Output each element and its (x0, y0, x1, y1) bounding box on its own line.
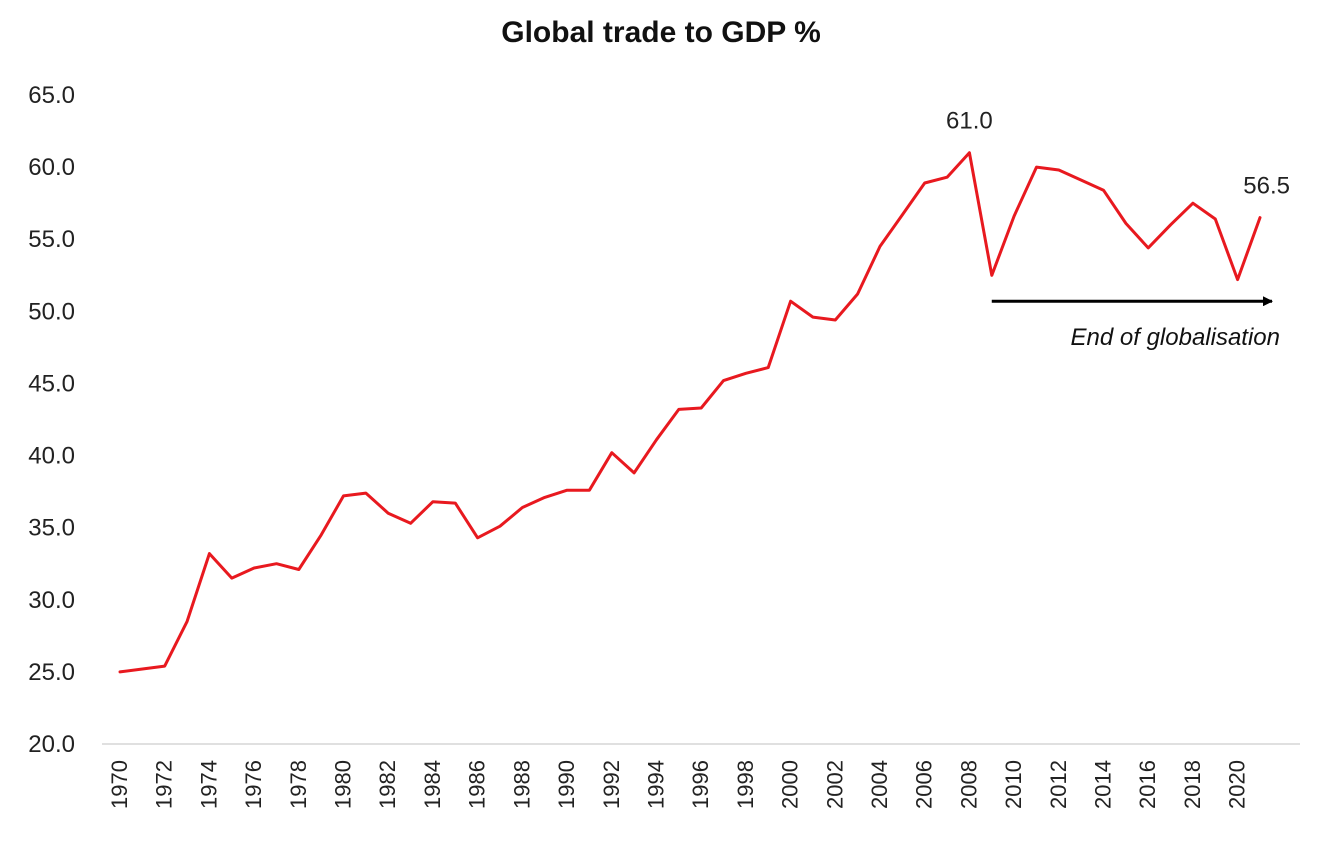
x-tick-label: 1980 (331, 760, 356, 809)
x-tick-label: 2002 (822, 760, 847, 809)
data-labels-layer: 61.0 56.5 (946, 108, 1290, 200)
x-tick-label: 2004 (867, 760, 892, 809)
x-tick-label: 1974 (196, 760, 221, 809)
y-tick-label: 25.0 (28, 659, 75, 686)
y-tick-label: 35.0 (28, 515, 75, 542)
x-tick-label: 1992 (599, 760, 624, 809)
y-tick-label: 20.0 (28, 731, 75, 758)
x-tick-label: 1996 (688, 760, 713, 809)
x-tick-label: 1976 (241, 760, 266, 809)
x-tick-label: 2000 (778, 760, 803, 809)
data-label: 56.5 (1243, 173, 1290, 200)
y-tick-label: 60.0 (28, 154, 75, 181)
chart-title: Global trade to GDP % (501, 16, 821, 49)
annotation-layer: End of globalisation (991, 296, 1280, 351)
x-tick-label: 2020 (1225, 760, 1250, 809)
x-tick-label: 2014 (1091, 760, 1116, 809)
x-tick-label: 1972 (152, 760, 177, 809)
x-tick-label: 1978 (286, 760, 311, 809)
x-tick-label: 1982 (375, 760, 400, 809)
y-axis-tick-labels: 20.0 25.0 30.0 35.0 40.0 45.0 50.0 55.0 60.0 65.0 (28, 82, 75, 758)
x-tick-label: 2006 (912, 760, 937, 809)
y-tick-label: 30.0 (28, 587, 75, 614)
x-tick-label: 2016 (1135, 760, 1160, 809)
y-tick-label: 55.0 (28, 226, 75, 253)
x-tick-label: 1970 (107, 760, 132, 809)
x-axis-tick-labels: 1970 1972 1974 1976 1978 1980 1982 1984 1986 1988… (107, 760, 1250, 809)
x-tick-label: 2012 (1046, 760, 1071, 809)
series-line (118, 151, 1262, 674)
data-label: 61.0 (946, 108, 993, 135)
y-tick-label: 40.0 (28, 443, 75, 470)
x-tick-label: 2008 (956, 760, 981, 809)
x-tick-label: 2010 (1001, 760, 1026, 809)
x-tick-label: 1994 (643, 760, 668, 809)
x-tick-label: 1988 (509, 760, 534, 809)
x-tick-label: 1984 (420, 760, 445, 809)
x-tick-label: 2018 (1180, 760, 1205, 809)
x-tick-label: 1998 (733, 760, 758, 809)
annotation-text: End of globalisation (1071, 324, 1280, 351)
y-tick-label: 45.0 (28, 370, 75, 397)
y-tick-label: 50.0 (28, 298, 75, 325)
series-layer (118, 151, 1262, 674)
x-tick-label: 1990 (554, 760, 579, 809)
x-tick-label: 1986 (465, 760, 490, 809)
y-tick-label: 65.0 (28, 82, 75, 109)
